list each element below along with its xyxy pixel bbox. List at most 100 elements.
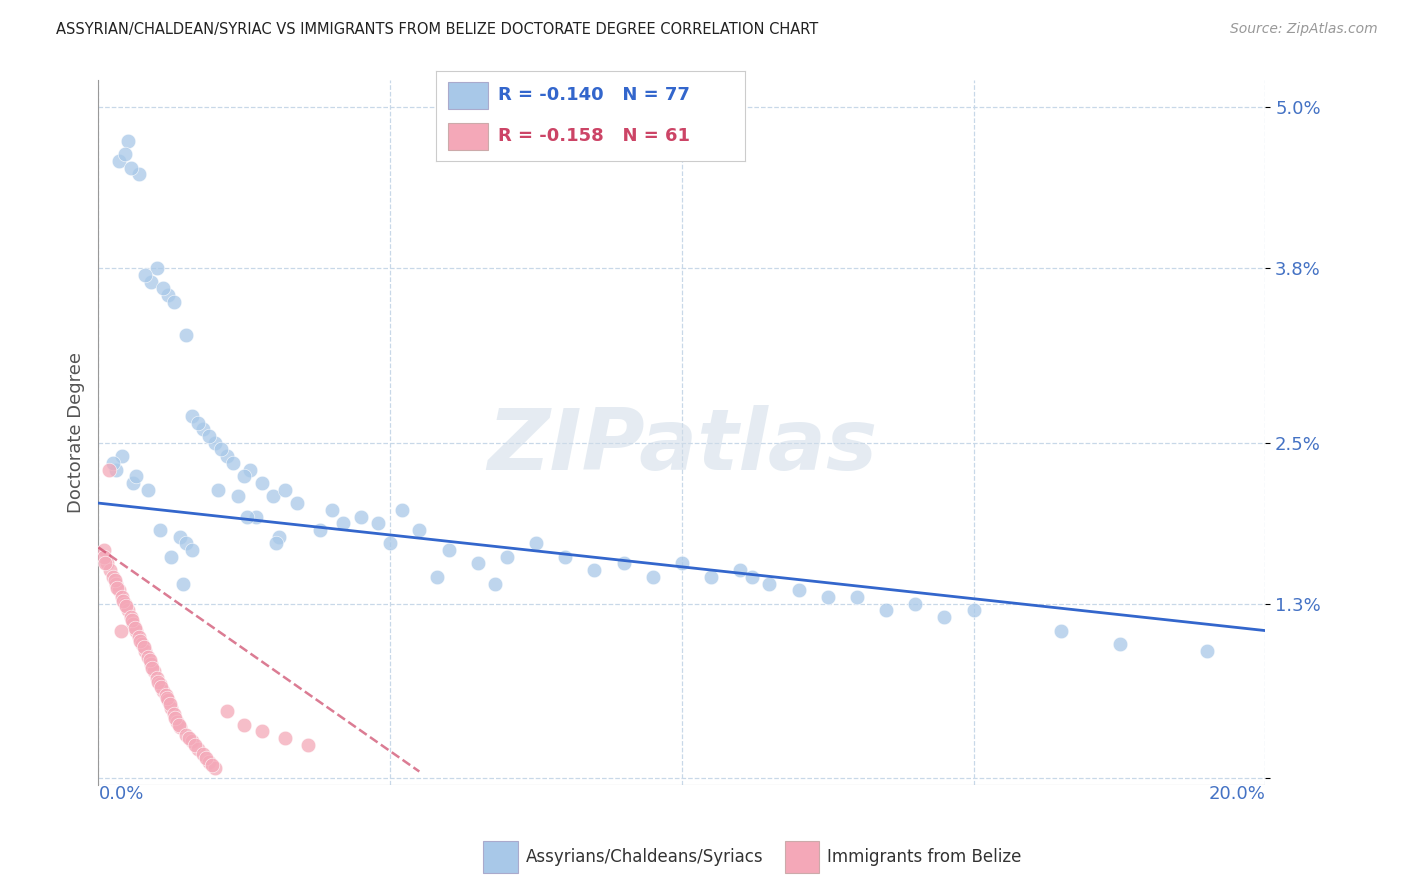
Point bbox=[94, 557, 117, 571]
Point bbox=[110, 624, 132, 638]
Point bbox=[524, 536, 547, 550]
Point bbox=[125, 469, 148, 483]
Point bbox=[124, 621, 146, 635]
Point bbox=[157, 693, 180, 707]
Point bbox=[160, 701, 183, 715]
Point bbox=[156, 690, 179, 705]
Point bbox=[150, 680, 173, 694]
Point bbox=[332, 516, 354, 531]
Point bbox=[187, 416, 209, 430]
Point bbox=[128, 167, 150, 181]
Point bbox=[209, 442, 232, 457]
Point bbox=[207, 483, 229, 497]
Point bbox=[285, 496, 308, 510]
Point bbox=[117, 134, 139, 148]
Point bbox=[177, 731, 200, 745]
Y-axis label: Doctorate Degree: Doctorate Degree bbox=[66, 352, 84, 513]
Point bbox=[274, 731, 297, 745]
Point bbox=[378, 536, 402, 550]
Point bbox=[309, 523, 332, 537]
Point bbox=[193, 422, 215, 436]
Point bbox=[141, 661, 163, 675]
Point bbox=[93, 543, 115, 558]
Point bbox=[169, 720, 191, 734]
Point bbox=[96, 557, 118, 571]
Point bbox=[215, 704, 238, 718]
Point bbox=[165, 711, 187, 725]
Point bbox=[146, 261, 169, 276]
Point bbox=[195, 751, 218, 765]
Point bbox=[104, 462, 127, 476]
Point bbox=[117, 603, 139, 617]
Bar bbox=[449, 82, 488, 109]
Point bbox=[391, 503, 413, 517]
Point bbox=[236, 509, 259, 524]
Point bbox=[101, 456, 124, 470]
Point bbox=[169, 530, 191, 544]
Point bbox=[962, 603, 984, 617]
Point bbox=[104, 576, 127, 591]
Point bbox=[142, 664, 165, 678]
Point bbox=[114, 147, 136, 161]
Point bbox=[193, 747, 215, 761]
Point bbox=[152, 281, 174, 295]
Point bbox=[149, 523, 172, 537]
Point bbox=[228, 489, 250, 503]
Point bbox=[233, 717, 256, 731]
Point bbox=[367, 516, 389, 531]
Point bbox=[700, 570, 723, 584]
Point bbox=[121, 613, 143, 627]
Point bbox=[817, 590, 839, 604]
Point bbox=[204, 760, 226, 774]
Bar bbox=[785, 841, 820, 873]
Point bbox=[125, 624, 148, 638]
Point bbox=[1050, 624, 1073, 638]
Point bbox=[437, 543, 460, 558]
Point bbox=[180, 543, 202, 558]
Point bbox=[730, 563, 752, 577]
Point bbox=[157, 288, 180, 302]
Point bbox=[233, 469, 256, 483]
Point bbox=[875, 603, 897, 617]
Point bbox=[93, 549, 115, 564]
Point bbox=[163, 706, 186, 721]
Point bbox=[845, 590, 868, 604]
Point bbox=[132, 640, 155, 654]
Point bbox=[101, 570, 124, 584]
Point bbox=[183, 738, 205, 752]
Point bbox=[105, 581, 128, 595]
Point bbox=[114, 597, 136, 611]
Point bbox=[239, 462, 262, 476]
Point bbox=[108, 153, 131, 168]
Point bbox=[484, 576, 506, 591]
Point bbox=[122, 616, 145, 631]
Text: 20.0%: 20.0% bbox=[1209, 785, 1265, 803]
Point bbox=[122, 475, 145, 490]
Point bbox=[108, 583, 131, 598]
Point bbox=[187, 741, 209, 756]
Point bbox=[163, 294, 186, 309]
Point bbox=[134, 268, 156, 282]
Point bbox=[166, 714, 188, 729]
Point bbox=[1195, 644, 1218, 658]
Point bbox=[97, 462, 120, 476]
Text: R = -0.140   N = 77: R = -0.140 N = 77 bbox=[498, 87, 689, 104]
Point bbox=[160, 549, 183, 564]
Point bbox=[215, 449, 238, 463]
Point bbox=[174, 536, 197, 550]
Point bbox=[221, 456, 243, 470]
Point bbox=[152, 684, 174, 698]
Bar bbox=[449, 123, 488, 150]
Point bbox=[266, 536, 288, 550]
Point bbox=[111, 594, 134, 608]
Point bbox=[146, 674, 169, 689]
Point bbox=[159, 698, 181, 712]
Text: ASSYRIAN/CHALDEAN/SYRIAC VS IMMIGRANTS FROM BELIZE DOCTORATE DEGREE CORRELATION : ASSYRIAN/CHALDEAN/SYRIAC VS IMMIGRANTS F… bbox=[56, 22, 818, 37]
Text: Assyrians/Chaldeans/Syriacs: Assyrians/Chaldeans/Syriacs bbox=[526, 848, 763, 866]
Point bbox=[136, 650, 159, 665]
Point bbox=[495, 549, 517, 564]
Point bbox=[350, 509, 373, 524]
Point bbox=[198, 429, 221, 443]
Point bbox=[297, 738, 319, 752]
Point bbox=[155, 688, 177, 702]
